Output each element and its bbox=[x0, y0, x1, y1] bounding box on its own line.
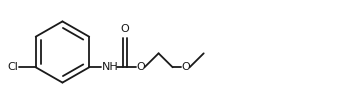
Text: O: O bbox=[120, 24, 129, 34]
Text: Cl: Cl bbox=[7, 62, 18, 72]
Text: NH: NH bbox=[102, 62, 119, 72]
Text: O: O bbox=[136, 62, 145, 72]
Text: O: O bbox=[182, 62, 190, 72]
